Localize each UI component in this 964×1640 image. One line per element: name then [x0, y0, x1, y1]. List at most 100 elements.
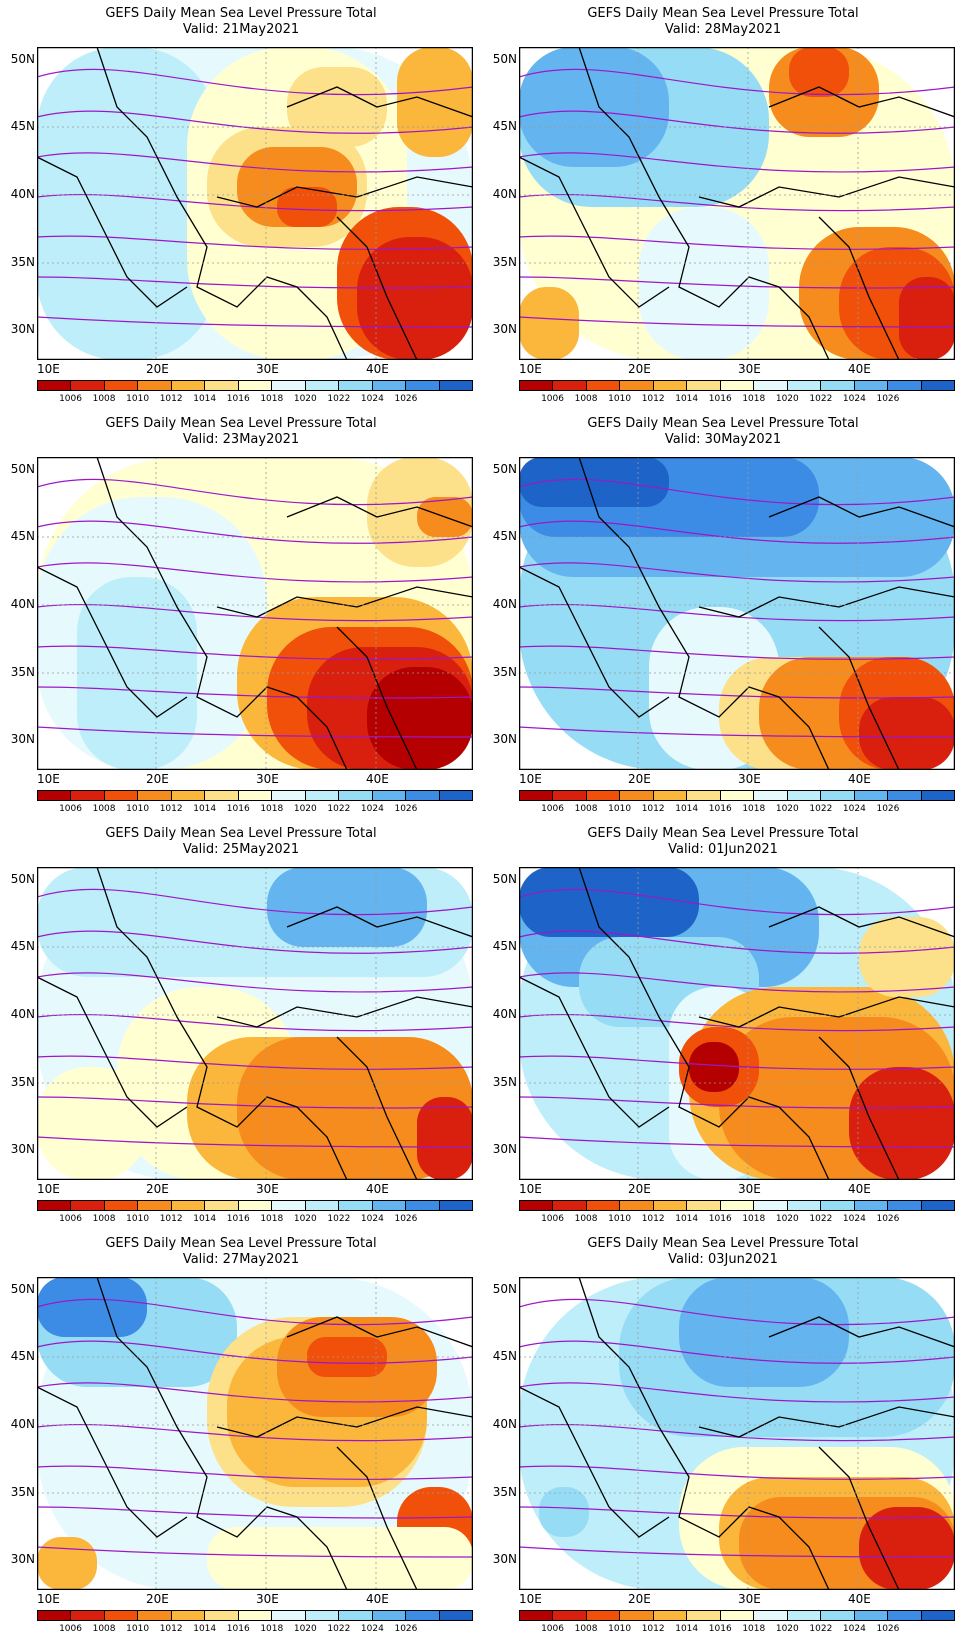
longitude-label: 20E [146, 1182, 169, 1196]
colorbar-swatch [553, 1201, 587, 1210]
colorbar [519, 1610, 955, 1621]
pressure-region [417, 1097, 473, 1180]
longitude-label: 10E [519, 772, 542, 786]
pressure-region [207, 1527, 473, 1590]
longitude-label: 20E [146, 362, 169, 376]
latitude-label: 30N [492, 322, 517, 336]
pressure-region [519, 457, 669, 507]
isobar-line [519, 1423, 955, 1442]
colorbar-swatch [339, 381, 373, 390]
pressure-region [37, 1067, 147, 1180]
colorbar-label: 1008 [92, 394, 116, 404]
colorbar-swatch [439, 1201, 473, 1210]
coastline [768, 86, 955, 118]
latitude-label: 40N [492, 597, 517, 611]
colorbar-label: 1010 [608, 1214, 632, 1224]
colorbar-swatch [653, 1611, 688, 1620]
colorbar-swatch [754, 381, 788, 390]
colorbar-swatch [754, 1201, 788, 1210]
colorbar-label: 1026 [876, 1214, 900, 1224]
colorbar-swatch [272, 1201, 306, 1210]
panel-valid-date: Valid: 25May2021 [182, 842, 300, 857]
isobar-line [519, 316, 955, 328]
colorbar-label: 1024 [360, 1214, 384, 1224]
latitude-label: 30N [10, 322, 35, 336]
longitude-label: 30E [738, 1592, 761, 1606]
coastline [216, 996, 473, 1028]
coastline [698, 1406, 955, 1438]
coastline [216, 1406, 473, 1438]
coastline [698, 176, 955, 208]
colorbar-swatch [138, 381, 172, 390]
longitude-label: 10E [519, 1592, 542, 1606]
latitude-label: 45N [10, 529, 35, 543]
isobar-line [519, 726, 955, 738]
colorbar-label: 1012 [159, 804, 183, 814]
coastline [336, 1036, 418, 1180]
colorbar-label: 1008 [92, 1624, 116, 1634]
colorbar-swatch [620, 1611, 654, 1620]
colorbar-label: 1006 [59, 1624, 82, 1634]
isobar-line [37, 1423, 473, 1442]
colorbar-swatch [104, 791, 139, 800]
colorbar-swatch [205, 1201, 239, 1210]
colorbar-swatch [821, 1201, 855, 1210]
panel-valid-date: Valid: 23May2021 [182, 432, 300, 447]
isobar-line [519, 235, 955, 250]
isobar-line [37, 235, 473, 250]
colorbar-swatch [205, 1611, 239, 1620]
latitude-label: 30N [492, 1552, 517, 1566]
colorbar-swatch [339, 791, 373, 800]
latitude-label: 45N [10, 939, 35, 953]
isobar-line [37, 1546, 473, 1558]
colorbar-swatch [439, 381, 473, 390]
colorbar-label: 1022 [809, 1214, 833, 1224]
map-panel: GEFS Daily Mean Sea Level Pressure Total… [0, 0, 482, 410]
latitude-label: 45N [492, 1349, 517, 1363]
latitude-label: 45N [492, 939, 517, 953]
colorbar-swatch [553, 1611, 587, 1620]
colorbar-label: 1022 [327, 1214, 351, 1224]
isobar-line [519, 1340, 955, 1364]
colorbar-swatch [104, 1201, 139, 1210]
latitude-label: 35N [10, 1075, 35, 1089]
colorbar-label: 1012 [159, 1624, 183, 1634]
pressure-region [267, 867, 427, 947]
colorbar-label: 1024 [842, 1624, 866, 1634]
pressure-region [287, 67, 387, 147]
isobar-line [37, 1298, 473, 1326]
pressure-region [277, 187, 337, 227]
latitude-label: 45N [10, 119, 35, 133]
coastline [216, 176, 473, 208]
colorbar-swatch [171, 1611, 206, 1620]
colorbar-swatch [888, 1201, 922, 1210]
map-panel: GEFS Daily Mean Sea Level Pressure Total… [482, 820, 964, 1230]
pressure-region [789, 47, 849, 97]
longitude-label: 20E [628, 1182, 651, 1196]
colorbar-label: 1014 [675, 1214, 699, 1224]
panel-title: GEFS Daily Mean Sea Level Pressure Total [105, 6, 377, 21]
colorbar-swatch [787, 381, 822, 390]
latitude-label: 40N [492, 187, 517, 201]
coastline [818, 1446, 900, 1590]
latitude-label: 45N [492, 119, 517, 133]
colorbar-swatch [720, 1201, 755, 1210]
isobar-line [519, 1136, 955, 1148]
latitude-label: 35N [492, 255, 517, 269]
colorbar-swatch [720, 791, 755, 800]
latitude-label: 40N [10, 1417, 35, 1431]
colorbar-swatch [238, 1201, 273, 1210]
latitude-label: 30N [10, 1552, 35, 1566]
longitude-label: 30E [256, 362, 279, 376]
panel-valid-date: Valid: 01Jun2021 [668, 842, 778, 857]
colorbar-swatch [553, 791, 587, 800]
colorbar-label: 1016 [226, 1214, 250, 1224]
colorbar [37, 380, 473, 391]
pressure-map [37, 47, 473, 360]
latitude-label: 35N [10, 255, 35, 269]
colorbar-label: 1016 [708, 804, 732, 814]
colorbar-swatch [754, 1611, 788, 1620]
latitude-label: 45N [492, 529, 517, 543]
colorbar-swatch [305, 1611, 340, 1620]
panel-valid-date: Valid: 30May2021 [664, 432, 782, 447]
